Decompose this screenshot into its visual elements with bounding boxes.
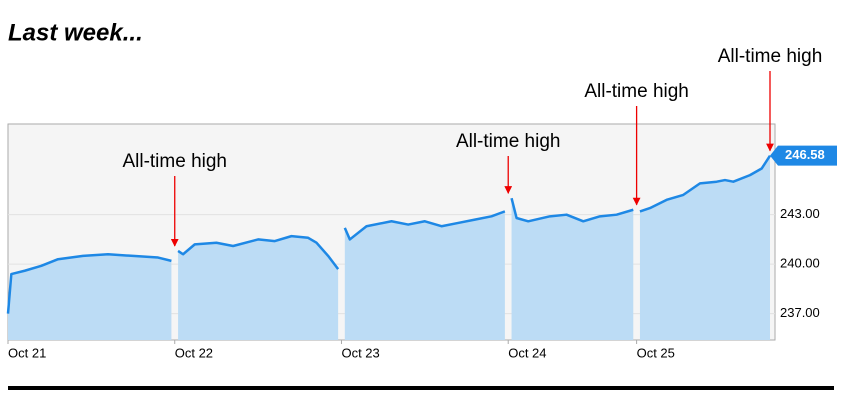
annotation-text: All-time high: [584, 81, 689, 102]
line: [6, 253, 172, 314]
area: [8, 254, 172, 340]
y-tick-label: 243.00: [780, 206, 820, 221]
annotation-text: All-time high: [122, 151, 227, 172]
area: [511, 198, 634, 340]
line: [510, 197, 634, 223]
y-tick-label: 237.00: [780, 305, 820, 320]
chart-title: Last week...: [8, 19, 143, 46]
x-tick-label: Oct 21: [8, 345, 46, 360]
area: [344, 211, 505, 340]
line: [177, 234, 340, 270]
x-tick-label: Oct 23: [341, 345, 379, 360]
last-value-badge: [769, 145, 837, 166]
last-value-label: 246.58: [785, 147, 825, 162]
x-tick-label: Oct 24: [508, 345, 546, 360]
x-tick-label: Oct 25: [637, 345, 675, 360]
annotation-text: All-time high: [718, 46, 823, 67]
area: [639, 155, 770, 340]
line: [343, 210, 506, 241]
area: [178, 236, 339, 340]
line: [639, 154, 772, 213]
y-tick-label: 240.00: [780, 256, 820, 271]
annotation-text: All-time high: [456, 131, 561, 152]
x-tick-label: Oct 22: [175, 345, 213, 360]
